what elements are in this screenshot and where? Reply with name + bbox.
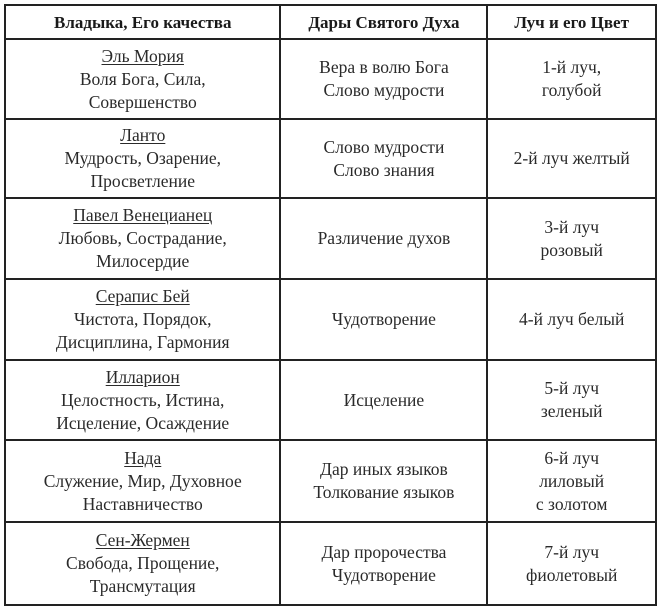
gifts-cell: Дар пророчества Чудотворение xyxy=(279,521,489,606)
ray-cell: 5-й луч зеленый xyxy=(486,359,657,441)
header-ray: Луч и его Цвет xyxy=(486,4,657,40)
master-quality: Наставничество xyxy=(82,493,203,514)
ray-text: 6-й луч xyxy=(544,447,599,468)
ray-text: 7-й луч xyxy=(544,541,599,562)
master-quality: Мудрость, Озарение, xyxy=(64,148,221,168)
table-row: Сен-Жермен Свобода, Прощение, Трансмутация… xyxy=(3,521,657,606)
master-cell: Илларион Целостность, Истина, Исцеление, О… xyxy=(3,359,282,441)
gift: Вера в волю Бога xyxy=(319,57,449,77)
gifts-cell: Различение духов xyxy=(279,197,489,280)
ray-text: 4-й луч белый xyxy=(519,309,625,329)
master-quality: Трансмутация xyxy=(89,576,196,596)
master-quality: Милосердие xyxy=(96,251,190,271)
header-row: Владыка, Его качества Дары Святого Духа … xyxy=(3,4,657,40)
ray-text: зеленый xyxy=(540,401,603,421)
master-name: Илларион xyxy=(105,366,180,387)
ray-text: розовый xyxy=(540,239,603,260)
header-master: Владыка, Его качества xyxy=(3,4,282,40)
table-row: Павел Венецианец Любовь, Сострадание, Мило… xyxy=(3,197,657,280)
master-quality: Целостность, Истина, xyxy=(61,389,225,410)
ray-text: 3-й луч xyxy=(544,216,599,237)
gift: Дар пророчества xyxy=(321,541,447,562)
ray-text: 1-й луч, xyxy=(542,57,602,77)
ray-cell: 2-й луч желтый xyxy=(486,118,657,199)
gifts-cell: Вера в волю Бога Слово мудрости xyxy=(279,38,489,120)
gift: Чудотворение xyxy=(331,564,436,585)
table-row: Илларион Целостность, Истина, Исцеление, О… xyxy=(3,359,657,441)
master-quality: Просветление xyxy=(90,171,195,191)
master-name: Эль Мория xyxy=(101,45,184,66)
master-cell: Нада Служение, Мир, Духовное Наставничеств… xyxy=(3,439,282,523)
gifts-cell: Чудотворение xyxy=(279,278,489,361)
ray-cell: 1-й луч, голубой xyxy=(486,38,657,120)
master-name: Павел Венецианец xyxy=(73,205,213,225)
ray-cell: 3-й луч розовый xyxy=(486,197,657,280)
gift: Различение духов xyxy=(317,228,451,248)
gift: Толкование языков xyxy=(313,482,455,502)
ray-text: лиловый xyxy=(539,470,605,491)
gift: Дар иных языков xyxy=(320,459,448,479)
ray-cell: 6-й луч лиловый с золотом xyxy=(486,439,657,523)
gift: Слово мудрости xyxy=(323,136,445,157)
master-quality: Дисциплина, Гармония xyxy=(55,332,230,352)
gift: Слово знания xyxy=(333,159,435,180)
table-row: Эль Мория Воля Бога, Сила, Совершенство Вер… xyxy=(3,38,657,120)
ray-text: голубой xyxy=(541,80,602,100)
master-quality: Воля Бога, Сила, xyxy=(79,68,206,89)
master-cell: Серапис Бей Чистота, Порядок, Дисциплина, … xyxy=(3,278,282,361)
master-quality: Свобода, Прощение, xyxy=(66,553,220,573)
ray-text: 5-й луч xyxy=(544,378,599,398)
masters-table: Владыка, Его качества Дары Святого Духа … xyxy=(3,4,657,606)
master-cell: Павел Венецианец Любовь, Сострадание, Мило… xyxy=(3,197,282,280)
master-quality: Исцеление, Осаждение xyxy=(56,412,230,433)
table-row: Ланто Мудрость, Озарение, Просветление Слов… xyxy=(3,118,657,199)
master-quality: Любовь, Сострадание, xyxy=(58,228,227,248)
ray-cell: 4-й луч белый xyxy=(486,278,657,361)
header-gifts: Дары Святого Духа xyxy=(279,4,489,40)
gifts-cell: Исцеление xyxy=(279,359,489,441)
master-quality: Служение, Мир, Духовное xyxy=(43,470,242,491)
table-row: Нада Служение, Мир, Духовное Наставничеств… xyxy=(3,439,657,523)
gift: Слово мудрости xyxy=(323,80,445,100)
ray-text: с золотом xyxy=(535,493,608,514)
table-row: Серапис Бей Чистота, Порядок, Дисциплина, … xyxy=(3,278,657,361)
master-cell: Ланто Мудрость, Озарение, Просветление xyxy=(3,118,282,199)
master-name: Сен-Жермен xyxy=(95,530,190,550)
ray-text: фиолетовый xyxy=(526,564,618,585)
master-name: Нада xyxy=(124,447,162,468)
master-name: Ланто xyxy=(120,125,166,145)
master-cell: Эль Мория Воля Бога, Сила, Совершенство xyxy=(3,38,282,120)
gift: Чудотворение xyxy=(331,309,436,329)
ray-cell: 7-й луч фиолетовый xyxy=(486,521,657,606)
master-quality: Чистота, Порядок, xyxy=(73,309,212,329)
master-cell: Сен-Жермен Свобода, Прощение, Трансмутация xyxy=(3,521,282,606)
gift: Исцеление xyxy=(343,389,425,410)
gifts-cell: Слово мудрости Слово знания xyxy=(279,118,489,199)
master-name: Серапис Бей xyxy=(95,286,190,306)
master-quality: Совершенство xyxy=(88,91,197,112)
gifts-cell: Дар иных языков Толкование языков xyxy=(279,439,489,523)
ray-text: 2-й луч желтый xyxy=(513,148,630,168)
